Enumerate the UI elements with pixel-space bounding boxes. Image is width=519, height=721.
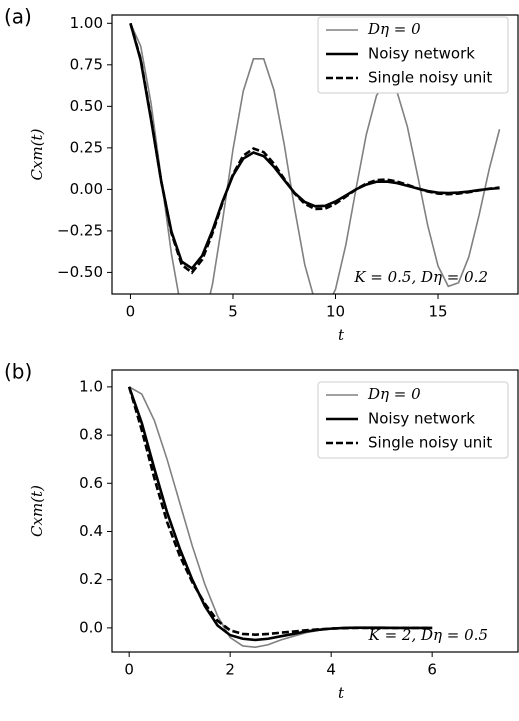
series-line	[127, 386, 433, 642]
x-tick-label: 4	[326, 661, 336, 679]
y-tick-label: −0.50	[57, 263, 103, 281]
y-tick-label: 0.25	[70, 138, 103, 156]
x-tick-label: 0	[126, 303, 136, 321]
annotation: K = 0.5, Dη = 0.2	[353, 268, 488, 286]
annotation: K = 2, Dη = 0.5	[368, 626, 488, 644]
y-tick-label: 0.2	[79, 570, 103, 588]
legend-label: Single noisy unit	[368, 434, 492, 452]
x-tick-label: 2	[225, 661, 235, 679]
series-line	[129, 22, 501, 294]
panel-label: (a)	[4, 5, 32, 29]
x-axis-label: t	[338, 326, 345, 344]
panel-label: (b)	[4, 360, 32, 384]
x-axis-label: t	[338, 684, 345, 702]
legend-label: Dη = 0	[367, 385, 421, 403]
axes-frame	[111, 14, 519, 295]
y-tick-label: 0.00	[70, 180, 103, 198]
x-tick-label: 6	[427, 661, 437, 679]
series-line	[127, 386, 433, 636]
legend-label: Dη = 0	[367, 20, 421, 38]
y-tick-label: −0.25	[57, 221, 103, 239]
y-tick-label: 0.0	[79, 618, 103, 636]
x-tick-label: 5	[228, 303, 238, 321]
panel: −0.50 −0.25 0.00 0.25 0.50 0.75 1.00 0 5 10 15 (a) t…	[4, 5, 519, 344]
legend-label: Single noisy unit	[368, 69, 492, 87]
x-tick-label: 10	[326, 303, 345, 321]
y-tick-label: 0.75	[70, 55, 103, 73]
legend-label: Noisy network	[368, 410, 475, 428]
y-axis-label: Cxm(t)	[28, 485, 46, 537]
axes-frame	[111, 369, 519, 653]
y-tick-label: 0.8	[79, 426, 103, 444]
plot-area	[129, 22, 501, 294]
legend-box	[317, 16, 509, 94]
y-tick-label: 0.4	[79, 522, 103, 540]
panel: 0.0 0.2 0.4 0.6 0.8 1.0 0 2 4 6 (b) t Cxm(t) K = 2, D…	[4, 360, 519, 702]
legend-box	[317, 381, 509, 459]
y-tick-label: 0.6	[79, 474, 103, 492]
y-axis-label: Cxm(t)	[28, 128, 46, 180]
x-tick-label: 15	[428, 303, 447, 321]
x-tick-label: 0	[124, 661, 134, 679]
plot-area	[127, 386, 433, 648]
y-tick-label: 0.50	[70, 97, 103, 115]
legend-label: Noisy network	[368, 45, 475, 63]
y-tick-label: 1.0	[79, 377, 103, 395]
series-line	[129, 22, 500, 275]
y-tick-label: 1.00	[70, 14, 103, 32]
